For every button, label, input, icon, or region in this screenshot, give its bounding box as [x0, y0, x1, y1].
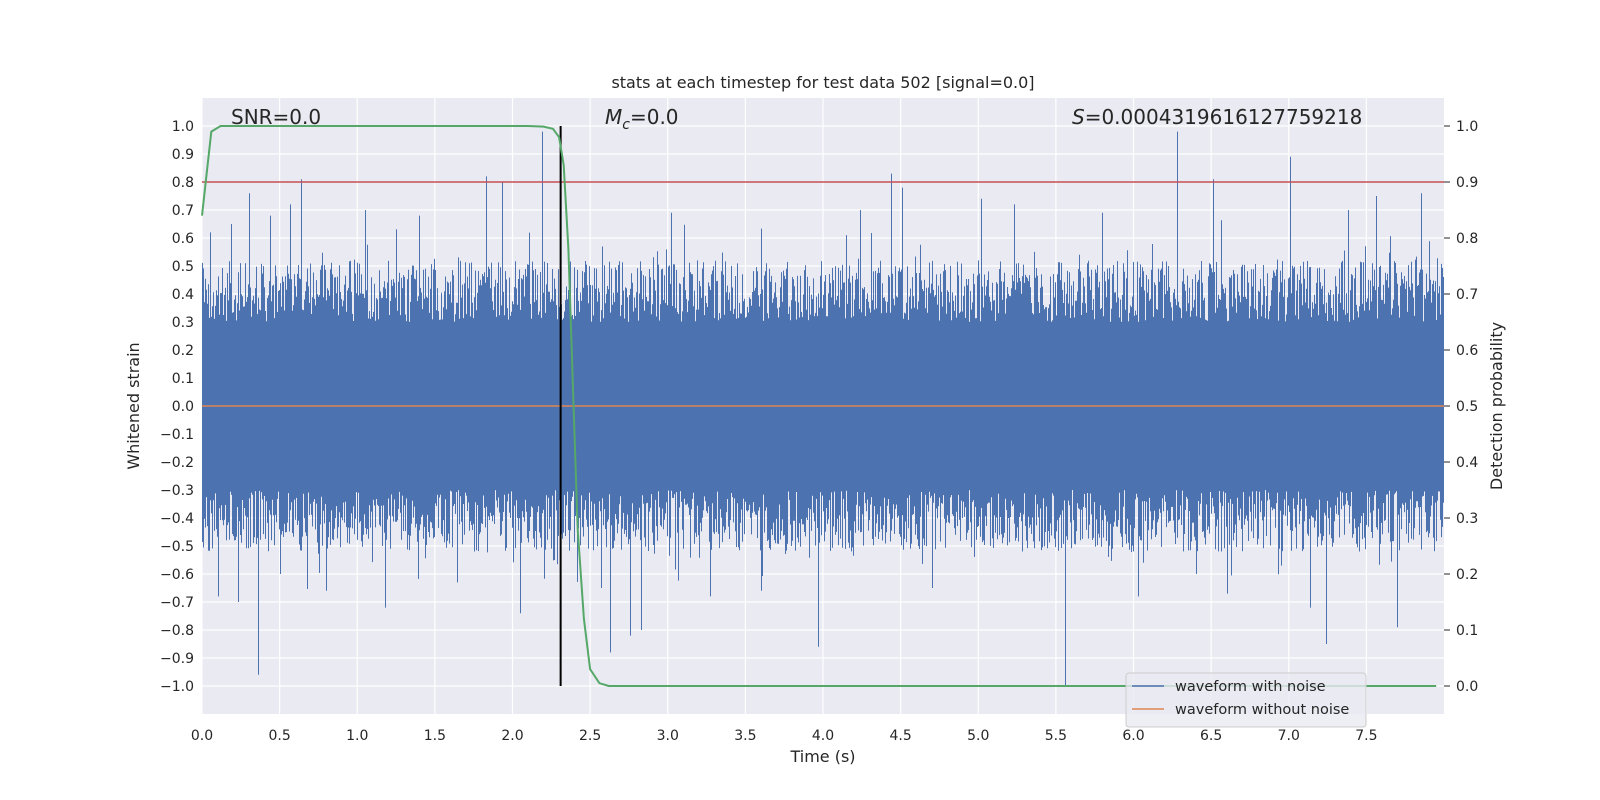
y-tick-label: 0.1 — [172, 371, 194, 387]
y-tick-label: −0.1 — [160, 427, 194, 443]
y-tick-label: 0.2 — [172, 343, 194, 359]
chirp-mass-annotation: Mc=0.0 — [605, 105, 679, 133]
data-layer — [201, 125, 1444, 687]
x-tick-label: 5.5 — [1045, 728, 1067, 744]
x-tick-label: 7.0 — [1278, 728, 1300, 744]
y2-tick-label: 0.1 — [1456, 623, 1478, 639]
legend-label-clean: waveform without noise — [1175, 702, 1349, 718]
y2-tick-label: 0.2 — [1456, 567, 1478, 583]
y-tick-label: −0.4 — [160, 511, 194, 527]
y2-tick-label: 0.8 — [1456, 231, 1478, 247]
y-tick-label: −0.7 — [160, 595, 194, 611]
y2-tick-label: 0.6 — [1456, 343, 1478, 359]
y2-tick-label: 0.3 — [1456, 511, 1478, 527]
y2-tick-label: 0.4 — [1456, 455, 1478, 471]
x-tick-label: 3.5 — [734, 728, 756, 744]
s-symbol: S — [1072, 105, 1085, 129]
chart-title: stats at each timestep for test data 502… — [611, 73, 1034, 92]
x-tick-label: 2.0 — [501, 728, 523, 744]
legend-label-noise: waveform with noise — [1175, 679, 1326, 695]
x-tick-label: 2.5 — [579, 728, 601, 744]
legend: waveform with noise waveform without noi… — [1125, 672, 1367, 728]
statistic-annotation: S=0.00043196161277592​18 — [1072, 105, 1362, 129]
x-tick-label: 1.5 — [424, 728, 446, 744]
y-axis-label: Whitened strain — [124, 342, 143, 469]
x-tick-label: 4.0 — [812, 728, 834, 744]
legend-box — [1125, 672, 1367, 728]
y-tick-label: 0.3 — [172, 315, 194, 331]
x-tick-label: 7.5 — [1355, 728, 1377, 744]
mc-subscript: c — [622, 117, 630, 133]
y-tick-label: −0.6 — [160, 567, 194, 583]
x-tick-label: 0.5 — [268, 728, 290, 744]
y-tick-label: 0.9 — [172, 147, 194, 163]
y2-axis-ticks: 1.0 0.9 0.8 0.7 0.6 0.5 0.4 0.3 0.2 0.1 0.0 — [1444, 119, 1478, 695]
y-tick-label: 0.5 — [172, 259, 194, 275]
snr-annotation: SNR=0.0 — [231, 105, 321, 129]
y-tick-label: 0.8 — [172, 175, 194, 191]
x-axis-ticks: 0.0 0.5 1.0 1.5 2.0 2.5 3.0 3.5 4.0 4.5 5.0 5.5 6.0 6… — [191, 728, 1378, 744]
y2-tick-label: 0.5 — [1456, 399, 1478, 415]
y-tick-label: 0.7 — [172, 203, 194, 219]
x-axis-label: Time (s) — [789, 747, 855, 766]
y2-tick-label: 1.0 — [1456, 119, 1478, 135]
y-tick-label: 0.6 — [172, 231, 194, 247]
y-tick-label: −0.9 — [160, 651, 194, 667]
mc-symbol: M — [605, 105, 622, 129]
y-tick-label: 0.4 — [172, 287, 194, 303]
y-tick-label: −0.2 — [160, 455, 194, 471]
s-value: =0.00043196161277592​18 — [1085, 105, 1363, 129]
x-tick-label: 0.0 — [191, 728, 213, 744]
detection-probability-line — [201, 125, 1437, 687]
x-tick-label: 6.5 — [1200, 728, 1222, 744]
x-tick-label: 6.0 — [1122, 728, 1144, 744]
y-tick-label: −0.5 — [160, 539, 194, 555]
y2-tick-label: 0.7 — [1456, 287, 1478, 303]
x-tick-label: 1.0 — [346, 728, 368, 744]
y2-tick-label: 0.9 — [1456, 175, 1478, 191]
mc-value: =0.0 — [630, 105, 679, 129]
y-tick-label: 0.0 — [172, 399, 194, 415]
y-tick-label: 1.0 — [172, 119, 194, 135]
x-tick-label: 3.0 — [657, 728, 679, 744]
y-axis-ticks: 1.0 0.9 0.8 0.7 0.6 0.5 0.4 0.3 0.2 0.1 0.0 −0.1 −0.… — [160, 119, 194, 695]
y2-tick-label: 0.0 — [1456, 679, 1478, 695]
y-tick-label: −1.0 — [160, 679, 194, 695]
x-tick-label: 5.0 — [967, 728, 989, 744]
y-tick-label: −0.3 — [160, 483, 194, 499]
y-tick-label: −0.8 — [160, 623, 194, 639]
x-tick-label: 4.5 — [889, 728, 911, 744]
y2-axis-label: Detection probability — [1487, 322, 1506, 490]
